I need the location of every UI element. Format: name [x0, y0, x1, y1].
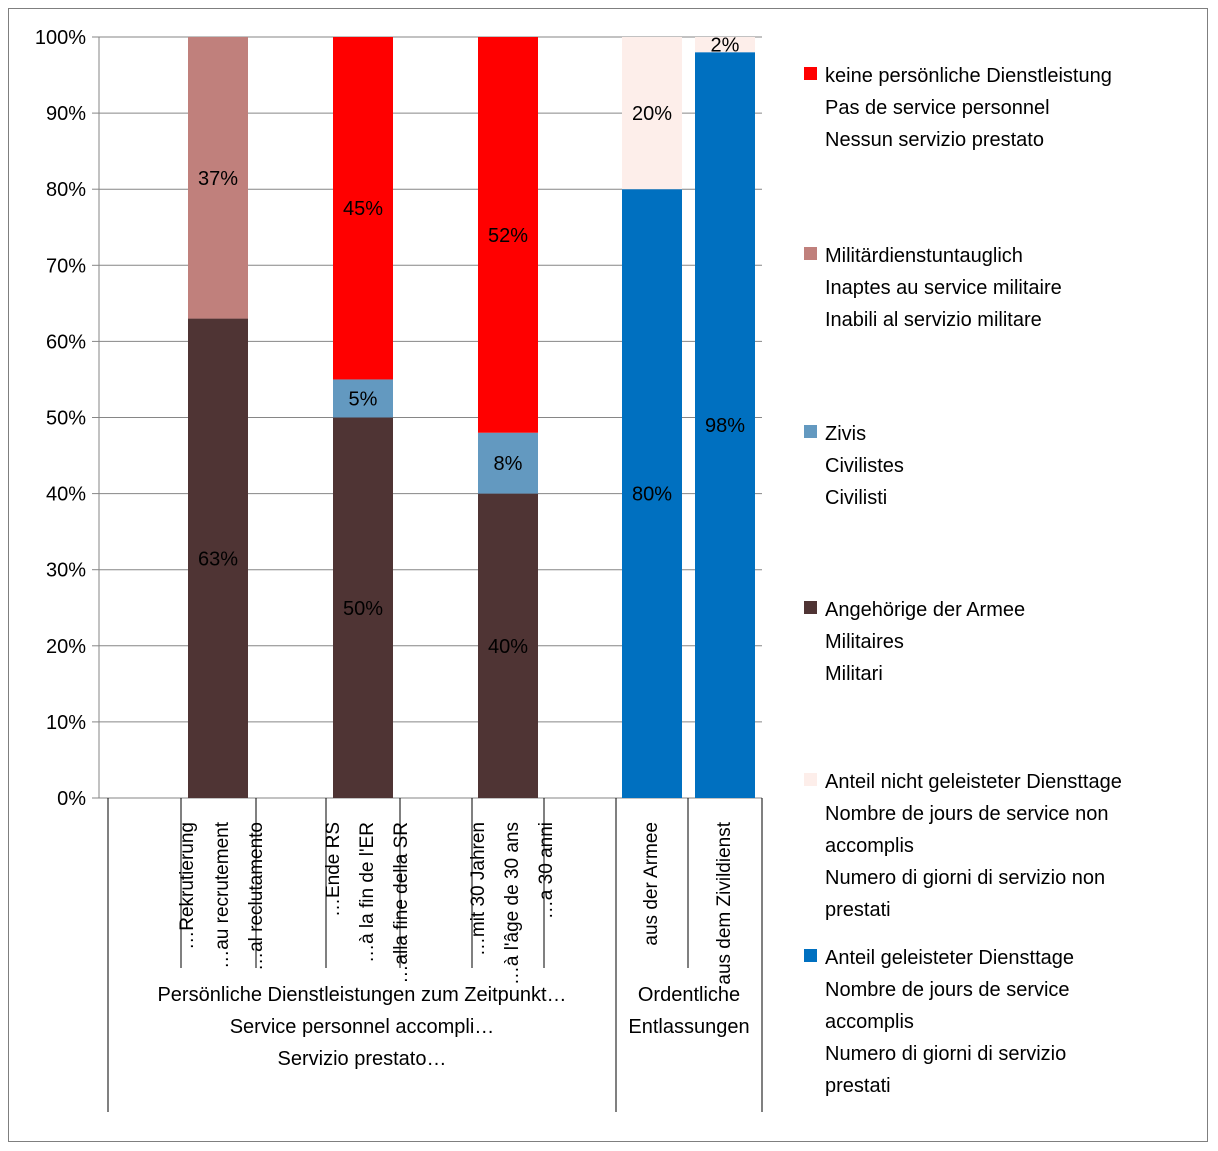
legend-label-line: Anteil nicht geleisteter Diensttage — [825, 771, 1122, 793]
y-tick-label: 10% — [46, 712, 86, 734]
bar-segment-nicht_geleistet — [695, 37, 755, 53]
group-label: Servizio prestato… — [278, 1048, 447, 1070]
legend-label-line: Militärdienstuntauglich — [825, 245, 1023, 267]
legend-label-line: accomplis — [825, 835, 914, 857]
bar-segment-untauglich — [188, 37, 248, 319]
data-label: 50% — [343, 598, 383, 620]
y-tick-label: 80% — [46, 179, 86, 201]
legend-label-line: Civilistes — [825, 455, 904, 477]
y-tick-label: 100% — [35, 27, 86, 49]
bar-segment-zivis — [333, 379, 393, 418]
chart-frame — [8, 8, 1208, 1142]
group-label: Entlassungen — [628, 1016, 749, 1038]
y-tick-label: 30% — [46, 560, 86, 582]
category-label: aus dem Zivildienst — [714, 821, 735, 984]
group-label: Persönliche Dienstleistungen zum Zeitpun… — [157, 984, 566, 1006]
category-label: …au recrutement — [212, 821, 233, 969]
group-label: Ordentliche — [638, 984, 740, 1006]
group-label: Service personnel accompli… — [230, 1016, 495, 1038]
legend-label: Militärdienstuntauglich Inaptes au servic… — [825, 240, 1062, 336]
legend-label-line: Nessun servizio prestato — [825, 129, 1044, 151]
category-label: …Rekrutierung — [177, 822, 198, 950]
bar-segment-geleistet — [622, 189, 682, 798]
legend-swatch — [804, 247, 817, 260]
legend-label-line: Inaptes au service militaire — [825, 277, 1062, 299]
y-tick-label: 50% — [46, 408, 86, 430]
bar-segment-zivis — [478, 432, 538, 494]
data-label: 37% — [198, 168, 238, 190]
y-tick-label: 90% — [46, 103, 86, 125]
y-tick-label: 60% — [46, 331, 86, 353]
legend-swatch — [804, 601, 817, 614]
bar-segment-geleistet — [695, 52, 755, 799]
data-label: 52% — [488, 225, 528, 247]
legend-label-line: Pas de service personnel — [825, 97, 1050, 119]
data-label: 45% — [343, 198, 383, 220]
legend-label-line: Angehörige der Armee — [825, 599, 1026, 621]
legend-label-line: Nombre de jours de service — [825, 979, 1070, 1001]
legend-label-line: keine persönliche Dienstleistung — [825, 65, 1112, 87]
data-label: 20% — [632, 103, 672, 125]
legend-swatch — [804, 425, 817, 438]
bar-segment-armee — [478, 493, 538, 798]
y-tick-label: 0% — [57, 788, 86, 810]
bar-segment-armee — [188, 318, 248, 798]
data-label: 40% — [488, 636, 528, 658]
bar-segment-keine — [333, 37, 393, 380]
category-label: …mit 30 Jahren — [468, 822, 489, 956]
category-label: aus der Armee — [641, 822, 662, 946]
category-label: …Ende RS — [323, 822, 344, 917]
bar-segment-keine — [478, 37, 538, 433]
bar-segment-nicht_geleistet — [622, 37, 682, 190]
category-label: …al reclutamento — [246, 822, 267, 971]
legend-label-line: prestati — [825, 899, 891, 921]
category-label: …à la fin de l'ER — [357, 822, 378, 963]
legend-label-line: Numero di giorni di servizio non — [825, 867, 1106, 889]
data-label: 63% — [198, 548, 238, 570]
legend-label-line: Numero di giorni di servizio — [825, 1043, 1067, 1065]
legend-label-line: Inabili al servizio militare — [825, 309, 1042, 331]
data-label: 8% — [494, 453, 523, 475]
legend-label: Zivis Civilistes Civilisti — [825, 418, 904, 514]
category-label: …alla fine della SR — [391, 822, 412, 984]
legend-label-line: Militaires — [825, 631, 904, 653]
legend-label-line: Anteil geleisteter Diensttage — [825, 947, 1075, 969]
legend-label-line: Nombre de jours de service non — [825, 803, 1109, 825]
legend-swatch — [804, 67, 817, 80]
legend-label: Anteil geleisteter Diensttage Nombre de j… — [825, 942, 1074, 1102]
legend-swatch — [804, 773, 817, 786]
legend-label-line: Zivis — [825, 423, 867, 445]
y-tick-label: 40% — [46, 484, 86, 506]
legend-swatch — [804, 949, 817, 962]
legend-label: Anteil nicht geleisteter Diensttage Nombr… — [825, 766, 1122, 926]
category-label: …à l'âge de 30 ans — [502, 822, 523, 985]
category-label: …a 30 anni — [536, 822, 557, 919]
legend-label-line: Militari — [825, 663, 883, 685]
legend-label: Angehörige der Armee Militaires Militari — [825, 594, 1025, 690]
bar-segment-armee — [333, 417, 393, 798]
data-label: 98% — [705, 415, 745, 437]
data-label: 2% — [711, 35, 740, 57]
legend-label: keine persönliche Dienstleistung Pas de s… — [825, 60, 1112, 156]
y-tick-label: 20% — [46, 636, 86, 658]
data-label: 80% — [632, 484, 672, 506]
legend-label-line: Civilisti — [825, 487, 888, 509]
legend-label-line: accomplis — [825, 1011, 914, 1033]
data-label: 5% — [349, 388, 378, 410]
y-tick-label: 70% — [46, 255, 86, 277]
legend-label-line: prestati — [825, 1075, 891, 1097]
